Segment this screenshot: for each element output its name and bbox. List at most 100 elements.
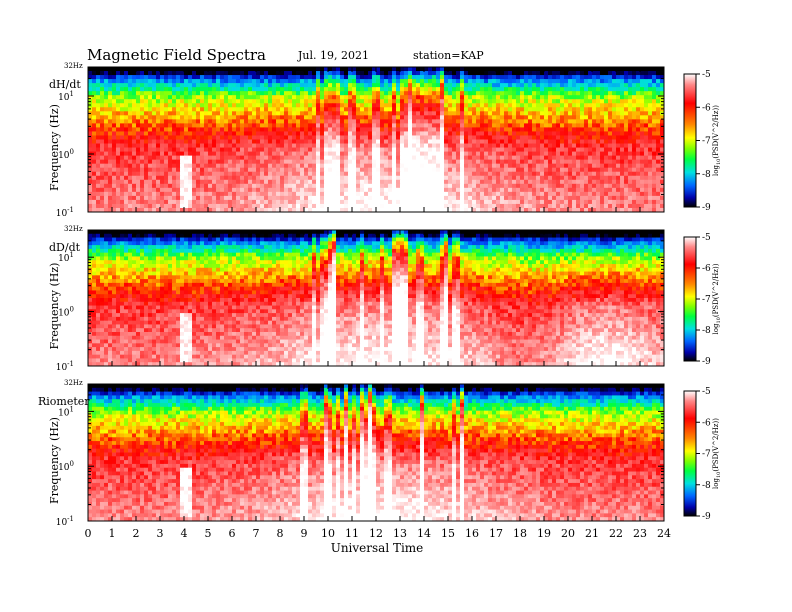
- spectrogram-cell: [548, 175, 553, 181]
- spectrogram-cell: [208, 131, 213, 136]
- spectrogram-cell: [548, 191, 553, 197]
- spectrogram-cell: [260, 143, 265, 148]
- spectrogram-cell: [600, 195, 605, 201]
- spectrogram-cell: [316, 167, 321, 173]
- spectrogram-cell: [564, 135, 569, 140]
- spectrogram-cell: [420, 151, 425, 157]
- spectrogram-cell: [100, 119, 105, 124]
- spectrogram-cell: [352, 203, 357, 209]
- spectrogram-cell: [524, 75, 529, 80]
- spectrogram-cell: [540, 103, 545, 108]
- spectrogram-cell: [212, 187, 217, 193]
- spectrogram-cell: [392, 135, 397, 140]
- spectrogram-cell: [256, 203, 261, 209]
- spectrogram-cell: [136, 199, 141, 205]
- spectrogram-cell: [96, 99, 101, 104]
- spectrogram-cell: [216, 175, 221, 181]
- spectrogram-cell: [296, 199, 301, 205]
- spectrogram-cell: [144, 187, 149, 193]
- spectrogram-cell: [108, 143, 113, 148]
- spectrogram-cell: [592, 199, 597, 205]
- spectrogram-cell: [524, 191, 529, 197]
- spectrogram-cell: [200, 99, 205, 104]
- spectrogram-cell: [156, 75, 161, 80]
- spectrogram-cell: [428, 111, 433, 116]
- spectrogram-cell: [320, 87, 325, 92]
- spectrogram-cell: [352, 167, 357, 173]
- spectrogram-cell: [532, 119, 537, 124]
- spectrogram-cell: [252, 187, 257, 193]
- spectrogram-cell: [480, 187, 485, 193]
- spectrogram-cell: [112, 167, 117, 173]
- spectrogram-cell: [168, 175, 173, 181]
- spectrogram-cell: [636, 147, 641, 152]
- spectrogram-cell: [368, 95, 373, 100]
- spectrogram-cell: [244, 91, 249, 96]
- spectrogram-cell: [204, 111, 209, 116]
- spectrogram-cell: [336, 131, 341, 136]
- spectrogram-cell: [492, 87, 497, 92]
- spectrogram-cell: [648, 143, 653, 148]
- spectrogram-cell: [280, 159, 285, 165]
- spectrogram-cell: [592, 79, 597, 84]
- spectrogram-cell: [588, 67, 593, 72]
- spectrogram-cell: [396, 75, 401, 80]
- spectrogram-cell: [276, 67, 281, 72]
- spectrogram-cell: [488, 151, 493, 157]
- spectrogram-cell: [484, 67, 489, 72]
- spectrogram-cell: [296, 195, 301, 201]
- spectrogram-cell: [460, 83, 465, 88]
- spectrogram-cell: [336, 171, 341, 177]
- spectrogram-cell: [264, 79, 269, 84]
- spectrogram-cell: [440, 155, 445, 161]
- spectrogram-cell: [296, 95, 301, 100]
- spectrogram-cell: [108, 83, 113, 88]
- spectrogram-cell: [472, 199, 477, 205]
- spectrogram-cell: [112, 175, 117, 181]
- spectrogram-cell: [164, 147, 169, 152]
- spectrogram-cell: [544, 179, 549, 185]
- spectrogram-cell: [264, 195, 269, 201]
- spectrogram-cell: [348, 171, 353, 177]
- spectrogram-cell: [648, 167, 653, 173]
- spectrogram-cell: [520, 123, 525, 128]
- spectrogram-cell: [272, 195, 277, 201]
- spectrogram-cell: [360, 83, 365, 88]
- spectrogram-cell: [220, 91, 225, 96]
- spectrogram-cell: [540, 179, 545, 185]
- spectrogram-cell: [96, 135, 101, 140]
- spectrogram-cell: [168, 67, 173, 72]
- spectrogram-cell: [244, 127, 249, 132]
- spectrogram-cell: [456, 91, 461, 96]
- spectrogram-cell: [184, 79, 189, 84]
- spectrogram-cell: [448, 127, 453, 132]
- spectrogram-cell: [376, 87, 381, 92]
- spectrogram-cell: [496, 139, 501, 144]
- spectrogram-cell: [504, 127, 509, 132]
- spectrogram-cell: [176, 119, 181, 124]
- spectrogram-cell: [168, 191, 173, 197]
- spectrogram-cell: [192, 143, 197, 148]
- spectrogram-cell: [368, 183, 373, 189]
- spectrogram-cell: [96, 191, 101, 197]
- spectrogram-cell: [576, 119, 581, 124]
- spectrogram-cell: [600, 103, 605, 108]
- spectrogram-cell: [328, 103, 333, 108]
- spectrogram-cell: [612, 183, 617, 189]
- spectrogram-cell: [536, 91, 541, 96]
- spectrogram-cell: [640, 95, 645, 100]
- spectrogram-cell: [256, 183, 261, 189]
- spectrogram-cell: [572, 155, 577, 161]
- spectrogram-cell: [340, 103, 345, 108]
- spectrogram-cell: [632, 131, 637, 136]
- spectrogram-cell: [220, 155, 225, 161]
- spectrogram-cell: [180, 107, 185, 112]
- spectrogram-cell: [652, 167, 657, 173]
- spectrogram-cell: [172, 163, 177, 169]
- spectrogram-cell: [596, 75, 601, 80]
- spectrogram-cell: [388, 191, 393, 197]
- spectrogram-cell: [120, 195, 125, 201]
- spectrogram-cell: [144, 131, 149, 136]
- spectrogram-cell: [164, 203, 169, 209]
- spectrogram-cell: [560, 159, 565, 165]
